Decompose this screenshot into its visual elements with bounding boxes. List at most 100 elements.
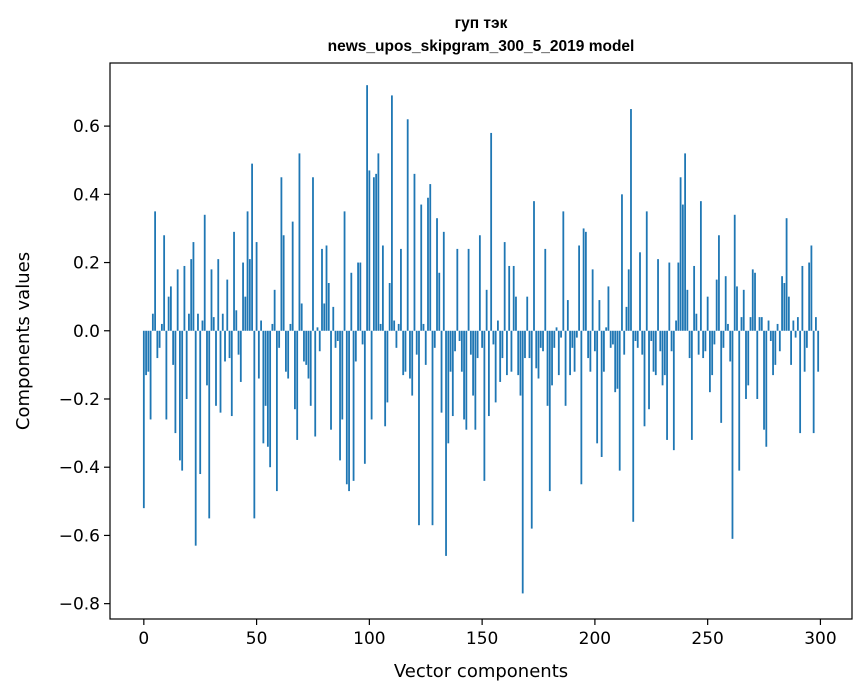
bar-240 (684, 153, 686, 331)
bar-214 (625, 306, 628, 331)
x-tick-label: 300 (804, 629, 836, 649)
bar-293 (803, 330, 806, 372)
bar-128 (431, 330, 434, 526)
bar-92 (350, 272, 353, 331)
bar-96 (359, 262, 362, 331)
bar-106 (381, 245, 384, 331)
bar-220 (639, 252, 641, 331)
bar-227 (654, 330, 657, 376)
bar-248 (702, 330, 705, 359)
bar-281 (776, 323, 779, 331)
bar-43 (239, 330, 242, 382)
bar-131 (438, 272, 441, 331)
bar-84 (332, 306, 335, 331)
bar-173 (533, 201, 535, 331)
chart-title: гуп тэк (455, 15, 508, 32)
bar-218 (634, 330, 637, 341)
bar-81 (325, 245, 328, 331)
x-tick-label: 250 (691, 629, 723, 649)
bar-40 (233, 231, 235, 331)
bar-107 (384, 330, 387, 427)
bar-70 (300, 303, 303, 331)
bar-113 (397, 323, 400, 331)
bar-71 (303, 330, 305, 362)
bar-250 (706, 296, 709, 331)
bar-72 (305, 330, 308, 365)
bar-258 (724, 276, 727, 331)
bar-23 (194, 330, 197, 546)
bar-61 (280, 177, 283, 331)
x-axis-ticks: 0 50 100 150 200 250 300 (138, 619, 837, 649)
bar-221 (641, 330, 644, 355)
y-tick-label: −0.4 (59, 458, 100, 478)
bar-133 (442, 231, 445, 331)
bar-95 (357, 262, 359, 331)
bar-172 (530, 330, 533, 529)
bar-48 (251, 163, 253, 331)
bar-119 (411, 330, 414, 396)
y-axis-ticks: −0.8 −0.6 −0.4 −0.2 0.0 0.2 0.4 0.6 (59, 117, 110, 615)
bar-298 (815, 317, 817, 331)
bar-20 (188, 313, 190, 331)
bar-175 (537, 330, 540, 379)
bar-13 (172, 330, 175, 365)
bar-87 (339, 330, 341, 461)
bar-115 (402, 330, 405, 376)
bar-251 (709, 330, 711, 393)
y-tick-label: −0.2 (59, 390, 100, 410)
bar-73 (307, 330, 310, 379)
y-tick-label: 0.0 (73, 322, 100, 342)
bar-207 (609, 330, 612, 348)
bar-284 (783, 283, 786, 331)
bar-201 (596, 330, 599, 444)
bar-161 (506, 330, 508, 376)
bar-270 (751, 269, 754, 331)
bar-85 (334, 330, 337, 348)
bar-264 (738, 330, 741, 471)
bar-243 (690, 330, 693, 440)
bar-208 (612, 330, 614, 345)
bar-260 (729, 330, 732, 362)
bar-164 (512, 265, 515, 331)
bar-166 (517, 330, 520, 376)
plot-area-frame (109, 62, 853, 620)
bar-184 (557, 330, 560, 376)
bar-274 (760, 317, 763, 331)
bar-114 (400, 248, 402, 331)
bar-129 (433, 330, 436, 348)
y-tick-label: −0.8 (59, 595, 100, 615)
bar-11 (167, 296, 170, 331)
bar-32 (215, 330, 217, 406)
bar-130 (436, 218, 438, 331)
bar-103 (375, 173, 378, 331)
bar-116 (404, 330, 407, 372)
bar-52 (260, 320, 262, 331)
x-tick-label: 150 (466, 629, 498, 649)
bar-204 (603, 330, 605, 372)
bar-188 (566, 300, 569, 331)
bar-35 (221, 313, 224, 331)
bar-193 (578, 245, 580, 331)
bar-174 (535, 330, 538, 369)
bar-144 (467, 248, 470, 331)
bar-101 (370, 330, 373, 420)
x-tick-label: 50 (246, 629, 268, 649)
bar-146 (472, 330, 474, 396)
bar-169 (524, 330, 526, 359)
bar-105 (379, 323, 382, 331)
bar-187 (564, 330, 567, 406)
bar-136 (449, 330, 452, 372)
bar-24 (197, 313, 199, 331)
bar-89 (343, 211, 346, 331)
bar-296 (810, 245, 813, 331)
bar-63 (285, 330, 287, 372)
y-tick-label: 0.2 (73, 254, 100, 274)
bar-98 (363, 330, 366, 464)
bar-176 (539, 330, 542, 348)
bar-28 (206, 330, 208, 386)
bar-74 (309, 330, 312, 406)
bar-88 (341, 330, 344, 420)
bar-225 (650, 330, 653, 341)
bar-4 (151, 313, 154, 331)
